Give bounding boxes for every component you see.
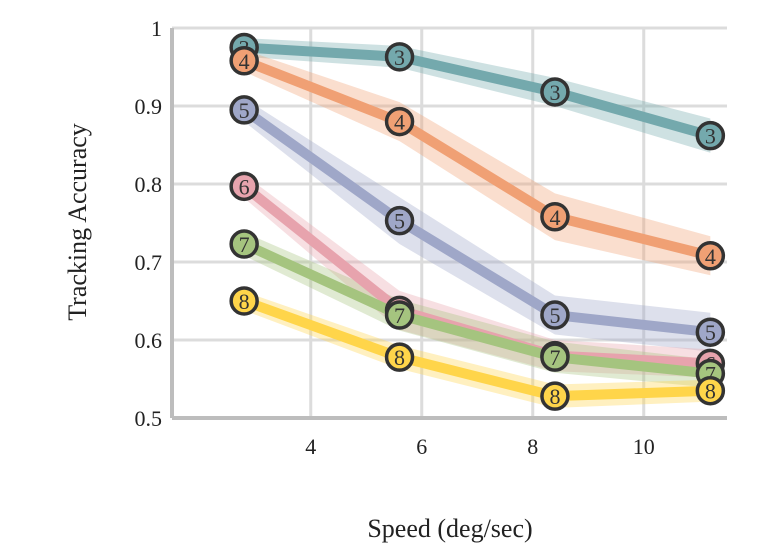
y-tick-label: 0.9	[135, 94, 163, 119]
point-label: 7	[394, 303, 405, 328]
axes	[170, 28, 727, 420]
series-line-7	[239, 239, 716, 379]
point-label: 8	[705, 379, 716, 404]
data-point-5: 5	[695, 317, 726, 347]
series-line-4	[239, 55, 716, 261]
data-point-8: 8	[540, 381, 570, 411]
point-label: 5	[705, 320, 716, 345]
point-label: 5	[549, 303, 560, 328]
point-label: 3	[549, 80, 560, 105]
data-point-7: 7	[229, 229, 259, 259]
point-label: 7	[549, 345, 560, 370]
tick-labels: 4 6 8 10 0.5 0.6 0.7 0.8 0.9 1	[135, 16, 655, 459]
data-point-3: 3	[384, 42, 415, 72]
data-point-7: 7	[384, 300, 415, 330]
data-point-4: 4	[695, 241, 726, 271]
y-axis-label: Tracking Accuracy	[63, 123, 92, 321]
point-label: 4	[705, 244, 716, 269]
point-label: 6	[239, 174, 250, 199]
x-tick-label: 4	[305, 434, 316, 459]
data-point-3: 3	[540, 77, 570, 107]
series-line-3	[239, 42, 716, 141]
data-point-7: 7	[540, 342, 570, 372]
data-point-3: 3	[695, 120, 726, 151]
point-label: 4	[394, 110, 405, 135]
x-tick-label: 10	[633, 434, 655, 459]
point-label: 3	[705, 124, 716, 149]
x-axis-label: Speed (deg/sec)	[367, 514, 532, 543]
data-point-6: 6	[229, 171, 259, 202]
data-point-4: 4	[384, 106, 415, 137]
data-point-5: 5	[540, 300, 570, 330]
data-point-5: 5	[229, 95, 259, 125]
series-band-7	[244, 232, 711, 388]
data-point-5: 5	[384, 205, 415, 236]
markers: 333344445555666677778888	[229, 32, 726, 411]
y-tick-label: 1	[151, 16, 162, 41]
y-tick-label: 0.7	[135, 250, 163, 275]
data-point-8: 8	[695, 375, 726, 406]
series-line-5	[239, 104, 716, 338]
x-tick-label: 6	[416, 434, 427, 459]
y-tick-label: 0.6	[135, 328, 163, 353]
data-point-4: 4	[540, 202, 570, 232]
point-label: 8	[549, 384, 560, 409]
point-label: 7	[705, 362, 716, 387]
point-label: 8	[394, 345, 405, 370]
point-label: 5	[239, 98, 250, 123]
series-lines	[239, 42, 716, 402]
x-tick-label: 8	[527, 434, 538, 459]
series-line-8	[239, 296, 716, 402]
point-label: 4	[549, 205, 560, 230]
y-tick-label: 0.5	[135, 406, 163, 431]
point-label: 4	[239, 49, 250, 74]
data-point-8: 8	[229, 286, 259, 316]
data-point-4: 4	[229, 46, 259, 76]
point-label: 7	[239, 232, 250, 257]
point-label: 5	[394, 209, 405, 234]
y-tick-label: 0.8	[135, 172, 163, 197]
data-point-8: 8	[384, 342, 415, 372]
point-label: 3	[394, 45, 405, 70]
point-label: 8	[239, 289, 250, 314]
